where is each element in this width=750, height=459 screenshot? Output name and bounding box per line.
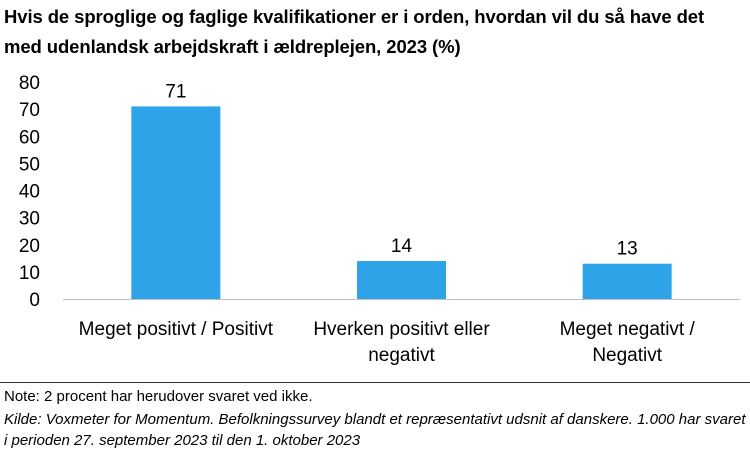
bar (357, 261, 446, 299)
bar-data-label: 13 (617, 239, 638, 260)
footer-divider (0, 382, 750, 383)
y-tick-label: 10 (19, 263, 40, 284)
x-category-label: negativt (368, 345, 435, 366)
x-category-label: Hverken positivt eller (313, 319, 490, 340)
bar-chart: 0 10 20 30 40 50 60 70 80 71 Meget positivt / Posi… (19, 73, 740, 366)
y-tick-label: 80 (19, 73, 40, 94)
y-tick-label: 50 (19, 154, 40, 175)
y-tick-label: 20 (19, 236, 40, 257)
chart-source: Kilde: Voxmeter for Momentum. Befolkning… (4, 411, 746, 449)
x-category-label: Meget negativt / (560, 319, 696, 340)
bar-data-label: 71 (165, 81, 186, 102)
y-tick-label: 0 (29, 290, 40, 311)
chart-title: Hvis de sproglige og faglige kvalifikati… (4, 6, 705, 57)
bar-data-label: 14 (391, 236, 413, 257)
y-tick-label: 40 (19, 182, 40, 203)
y-tick-label: 60 (19, 127, 40, 148)
bar (131, 106, 221, 299)
chart-note: Note: 2 procent har herudover svaret ved… (4, 388, 313, 405)
y-tick-label: 70 (19, 100, 40, 121)
x-category-label: Meget positivt / Positivt (79, 319, 274, 340)
bar (582, 263, 672, 299)
x-category-label: Negativt (592, 345, 662, 366)
y-tick-label: 30 (19, 209, 40, 230)
